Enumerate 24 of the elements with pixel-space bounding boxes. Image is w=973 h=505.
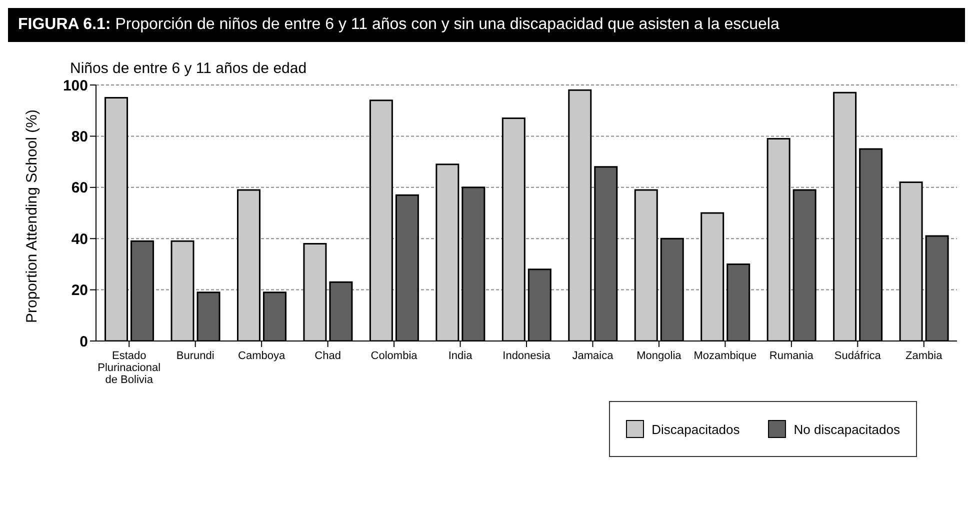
y-tick-label: 0 <box>80 333 88 350</box>
x-tick-label: Mongolia <box>636 350 682 362</box>
x-tick-label: Rumania <box>769 350 814 362</box>
x-tick-label: Colombia <box>370 350 418 362</box>
x-tick-label: Burundi <box>176 350 214 362</box>
chart-title: FIGURA 6.1: Proporción de niños de entre 6 y 11 años con y sin una discapacidad que asisten a la escuela <box>8 8 965 42</box>
x-tick-label: Sudáfrica <box>834 350 882 362</box>
x-tick-label: Jamaica <box>572 350 614 362</box>
x-tick-label: Zambia <box>906 350 944 362</box>
y-tick-label: 20 <box>71 282 88 300</box>
x-tick-label: Estado Plurinacional de Bolivia <box>98 350 161 386</box>
y-tick-label: 60 <box>71 180 88 197</box>
x-tick-label: India <box>448 350 474 362</box>
x-tick-label: Mozambique <box>694 350 757 362</box>
y-tick-label: 80 <box>71 128 88 146</box>
legend-label: No discapacitados <box>792 420 900 438</box>
y-tick-label: 40 <box>71 230 88 248</box>
x-tick-label: Camboya <box>238 350 286 362</box>
legend-label: Discapacitados <box>650 420 740 438</box>
chart-subtitle: Niños de entre 6 y 11 años de edad <box>70 60 308 77</box>
y-tick-label: 100 <box>62 77 88 94</box>
x-tick-label: Chad <box>314 350 341 362</box>
x-tick-label: Indonesia <box>502 350 552 362</box>
y-axis-title: Proportion Attending School (%) <box>23 110 40 323</box>
